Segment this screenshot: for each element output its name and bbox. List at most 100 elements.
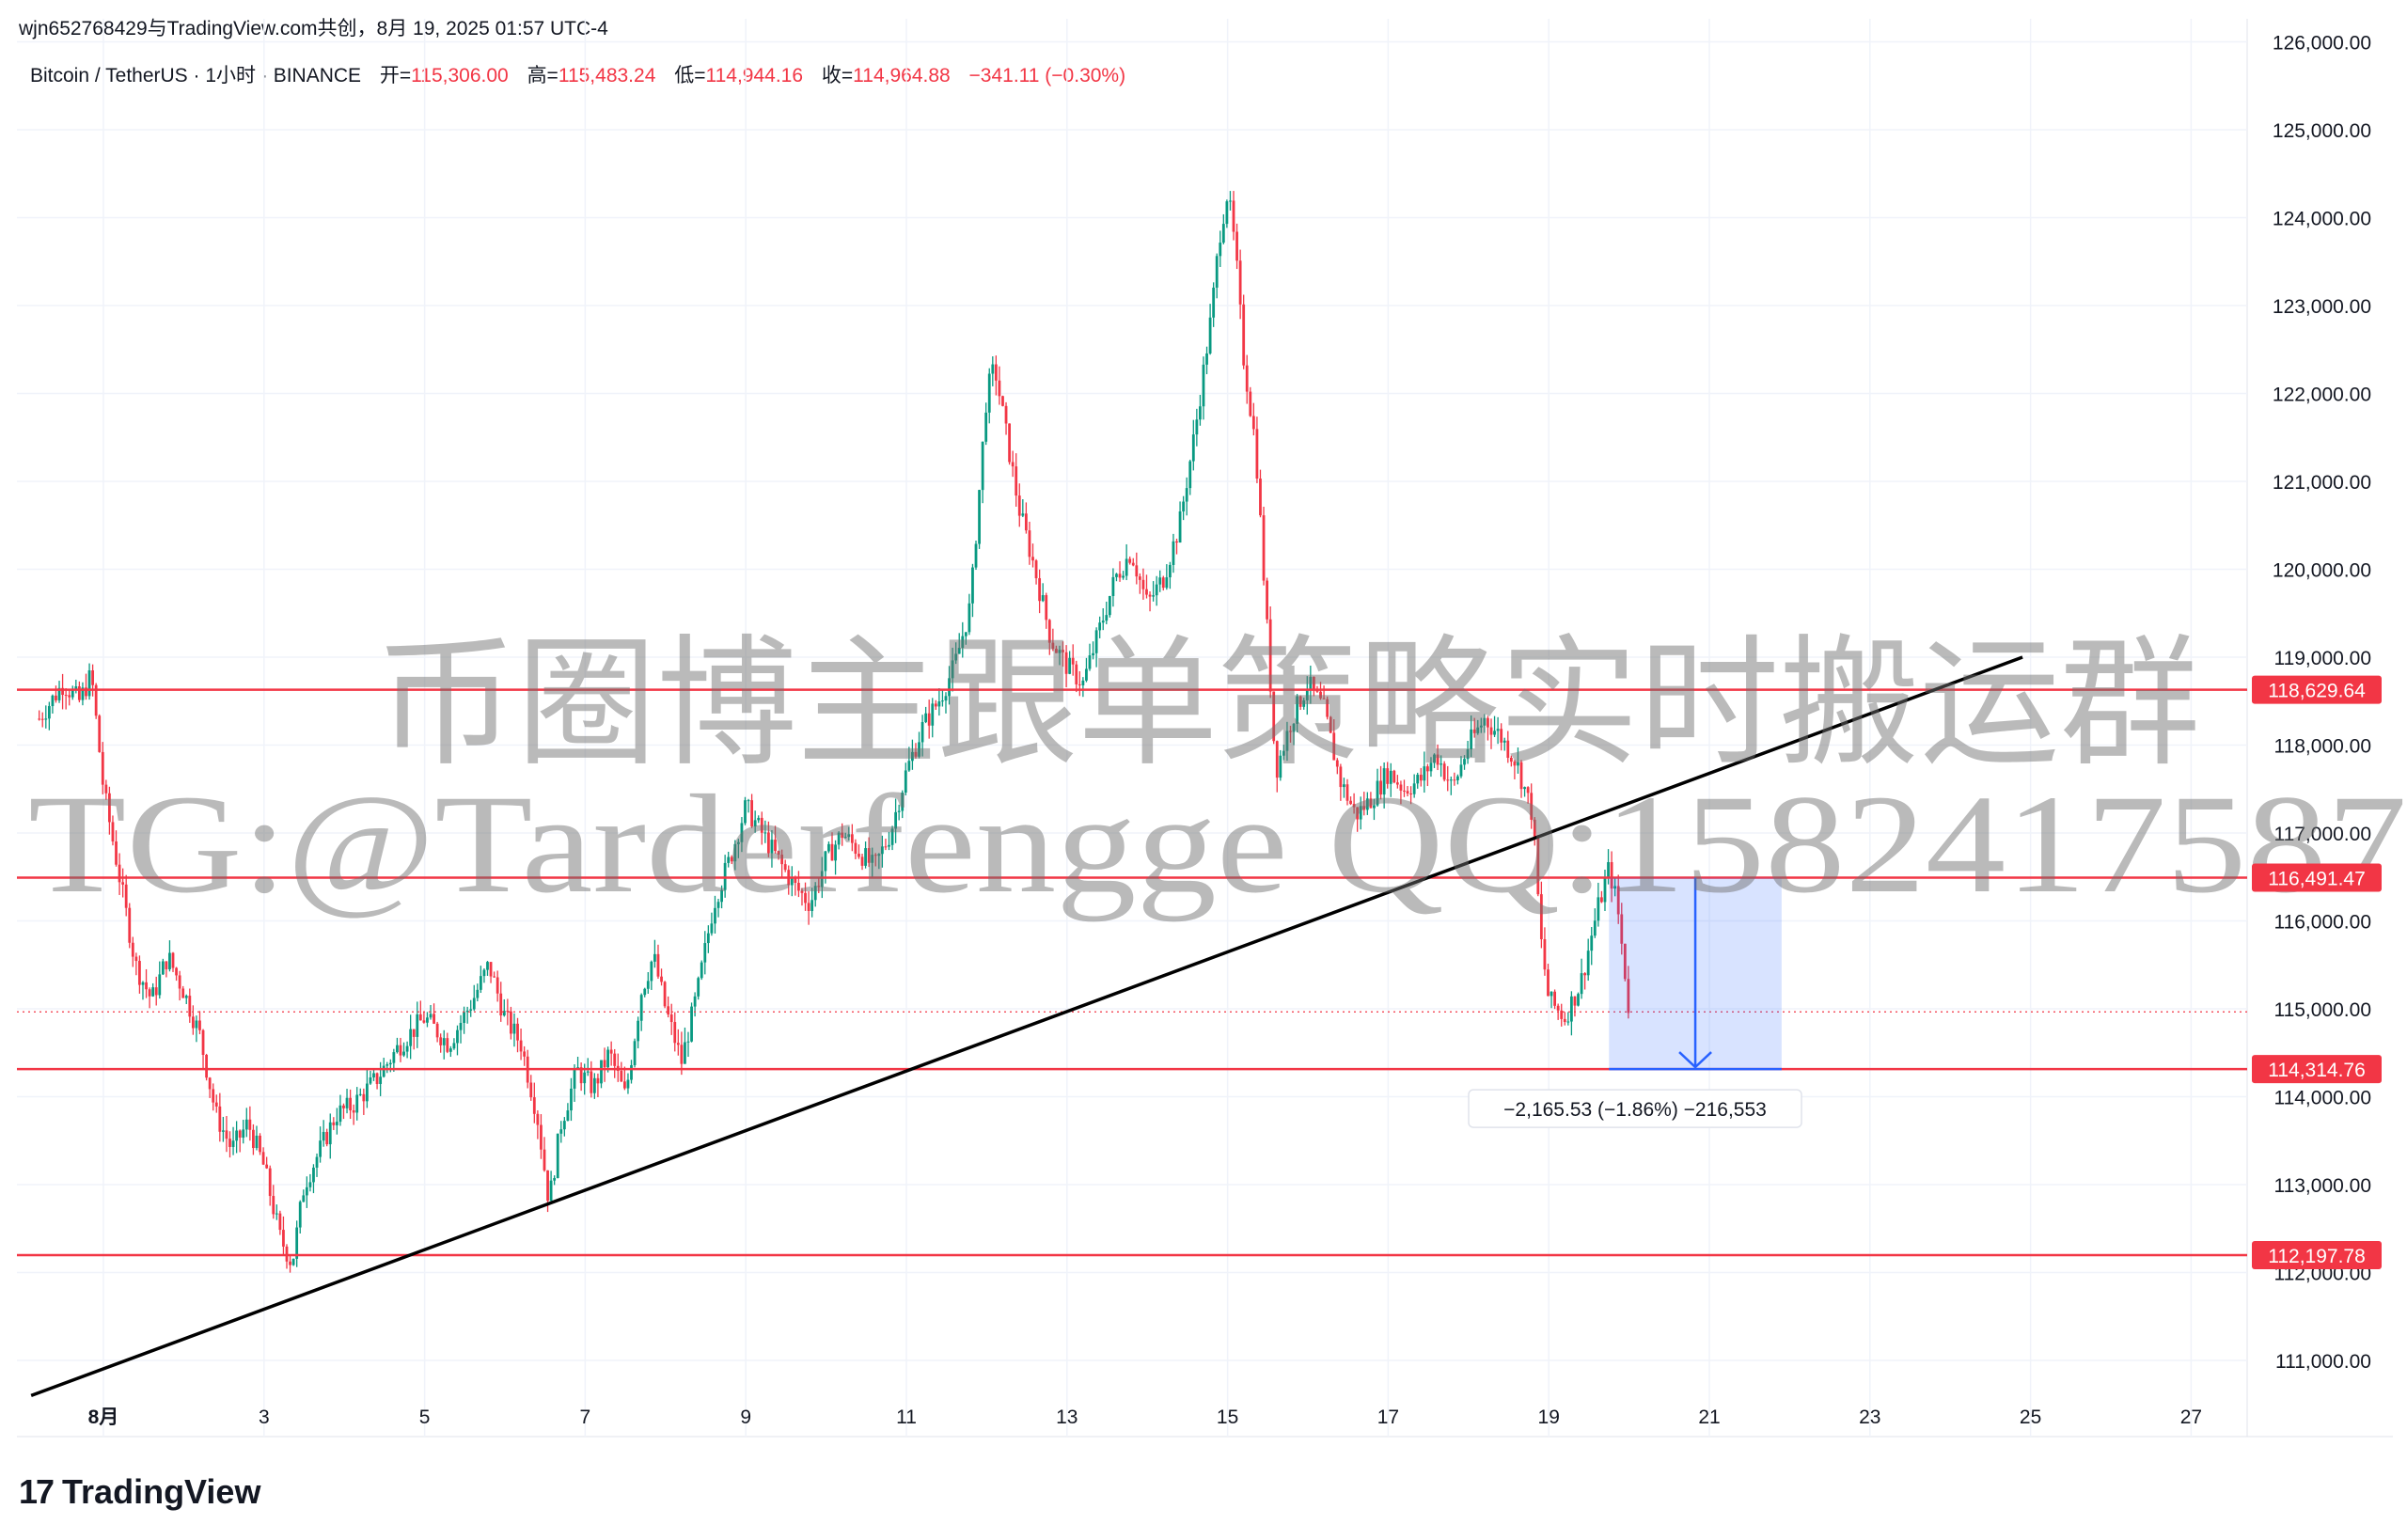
- candle-body: [1425, 766, 1429, 772]
- candle-body: [1399, 784, 1403, 791]
- candle-body: [1038, 578, 1042, 602]
- candle-body: [278, 1213, 282, 1231]
- candle-body: [927, 713, 931, 726]
- candle-body: [1215, 256, 1219, 288]
- candle-body: [1329, 716, 1332, 733]
- candle-body: [392, 1052, 396, 1063]
- candle-body: [1172, 541, 1175, 565]
- candle-body: [948, 678, 951, 697]
- candle-body: [235, 1130, 239, 1141]
- candle-body: [1111, 576, 1115, 596]
- candle-body: [1268, 619, 1272, 692]
- candle-body: [1298, 696, 1302, 707]
- candle-body: [512, 1023, 516, 1034]
- candle-body: [85, 687, 87, 697]
- candle-body: [68, 695, 71, 698]
- candle-body: [255, 1135, 259, 1149]
- trendline-group[interactable]: [30, 655, 2023, 1398]
- candle-body: [613, 1053, 617, 1066]
- candle-body: [1392, 770, 1396, 783]
- candle-body: [298, 1202, 302, 1228]
- price-badge-label: 114,314.76: [2268, 1060, 2366, 1081]
- candle-body: [797, 883, 800, 891]
- candle-body: [1078, 684, 1081, 685]
- candle-body: [305, 1186, 308, 1196]
- candle-body: [195, 1020, 198, 1029]
- candle-body: [448, 1048, 452, 1052]
- x-tick-label: 21: [1698, 1406, 1720, 1428]
- candle-body: [1232, 200, 1235, 232]
- candle-body: [385, 1064, 389, 1066]
- candle-body: [412, 1029, 416, 1037]
- candle-body: [151, 987, 155, 997]
- symbol-legend[interactable]: Bitcoin / TetherUS · 1小时 · BINANCE 开=115…: [30, 60, 1125, 88]
- candle-body: [433, 1014, 435, 1024]
- tradingview-logo[interactable]: 17 TradingView: [19, 1472, 260, 1512]
- candle-body: [1071, 657, 1075, 665]
- candle-body: [716, 902, 720, 908]
- candle-body: [596, 1077, 600, 1084]
- candle-body: [1034, 560, 1038, 579]
- price-badges[interactable]: 118,629.64 116,491.47 114,314.76 112,197.78: [2252, 675, 2382, 1270]
- candle-body: [606, 1049, 609, 1068]
- candle-body: [375, 1073, 379, 1084]
- candle-body: [1145, 589, 1148, 595]
- x-tick-label: 9: [740, 1406, 751, 1428]
- candle-body: [479, 976, 482, 990]
- candle-body: [1004, 405, 1008, 424]
- candle-body: [1590, 935, 1594, 951]
- candle-body: [446, 1038, 449, 1052]
- candle-body: [1620, 914, 1624, 944]
- y-tick-label: 116,000.00: [2273, 912, 2371, 934]
- candle-body: [843, 837, 847, 839]
- candle-body: [1266, 580, 1268, 620]
- candle-body: [1055, 649, 1058, 653]
- candle-body: [268, 1168, 272, 1197]
- candle-body: [1335, 760, 1339, 767]
- candle-body: [592, 1077, 596, 1093]
- candle-body: [349, 1097, 353, 1111]
- price-range-measure[interactable]: −2,165.53 (−1.86%) −216,553: [1468, 877, 1802, 1128]
- candle-body: [1202, 364, 1205, 407]
- candle-body: [496, 977, 499, 994]
- candle-body: [968, 603, 971, 633]
- candle-body: [379, 1076, 383, 1084]
- candle-body: [1085, 668, 1088, 681]
- candle-body: [1118, 574, 1122, 578]
- candle-body: [562, 1121, 566, 1130]
- change-value: −341.11 (−0.30%): [968, 65, 1126, 86]
- candle-body: [1259, 479, 1262, 516]
- candle-body: [1456, 776, 1459, 780]
- symbol-name[interactable]: Bitcoin / TetherUS · 1小时 · BINANCE: [30, 65, 362, 86]
- candle-body: [482, 969, 486, 977]
- candle-body: [1573, 996, 1577, 1006]
- candle-body: [148, 989, 151, 997]
- candle-body: [871, 855, 874, 863]
- candle-body: [282, 1230, 285, 1247]
- candle-body: [1597, 897, 1600, 921]
- candle-body: [1279, 755, 1282, 778]
- candle-body: [884, 846, 888, 848]
- candle-body: [1158, 577, 1162, 585]
- candle-body: [352, 1110, 355, 1113]
- candle-body: [888, 844, 890, 847]
- candle-body: [77, 686, 81, 700]
- candle-body: [1489, 727, 1493, 735]
- candle-body: [252, 1129, 255, 1149]
- candle-body: [115, 841, 118, 865]
- candle-body: [1245, 365, 1249, 392]
- candle-body: [857, 854, 860, 857]
- candle-body: [1152, 595, 1156, 597]
- candle-body: [646, 981, 650, 989]
- candle-body: [529, 1082, 533, 1098]
- candle-body: [225, 1130, 228, 1139]
- candle-body: [911, 751, 914, 762]
- candle-body: [1463, 759, 1466, 765]
- x-tick-label: 25: [2020, 1406, 2041, 1428]
- candle-body: [656, 953, 660, 977]
- horizontal-levels[interactable]: [17, 688, 2247, 1257]
- candle-body: [1470, 729, 1473, 750]
- candle-body: [456, 1029, 459, 1044]
- candle-body: [459, 1022, 463, 1030]
